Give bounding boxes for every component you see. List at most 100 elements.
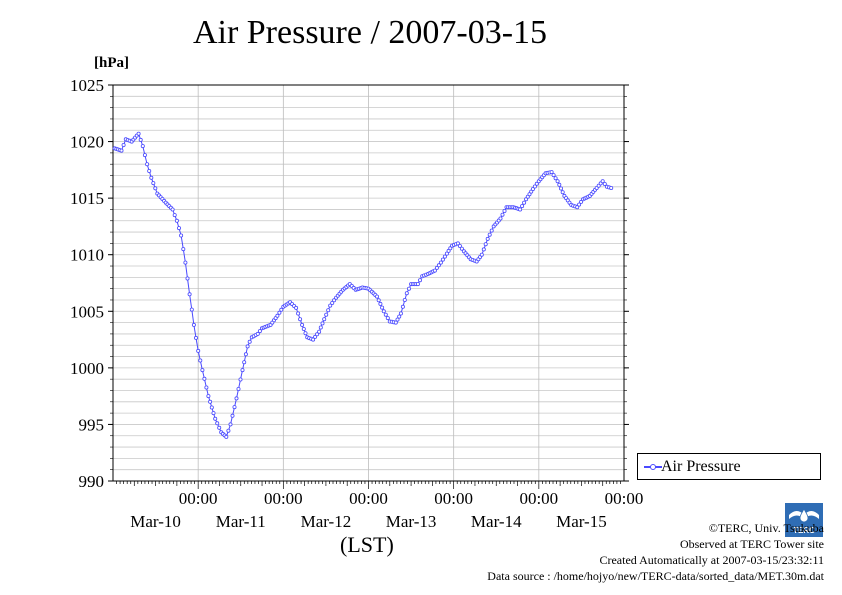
data-point (213, 416, 218, 421)
chart-legend: Air Pressure (637, 453, 821, 480)
data-point (224, 434, 229, 439)
data-point (315, 332, 320, 337)
data-point (326, 308, 331, 313)
data-point (455, 241, 460, 246)
data-point (257, 329, 262, 334)
data-point (398, 311, 403, 316)
data-point (320, 321, 325, 326)
data-point (196, 348, 201, 353)
x-tick-date-label: Mar-10 (130, 512, 181, 531)
data-point (275, 313, 280, 318)
data-point (553, 176, 558, 181)
data-point (301, 326, 306, 331)
y-tick-label: 1000 (70, 359, 104, 378)
data-point (500, 212, 505, 217)
data-point (119, 148, 124, 153)
data-point (145, 162, 150, 167)
x-tick-time-label: 00:00 (349, 489, 388, 508)
data-point (324, 312, 329, 317)
data-point (502, 208, 507, 213)
data-point (575, 205, 580, 210)
data-point (138, 137, 143, 142)
x-tick-date-label: Mar-14 (471, 512, 522, 531)
data-point (559, 186, 564, 191)
data-point (228, 422, 233, 427)
data-point (193, 335, 198, 340)
data-point (279, 307, 284, 312)
data-point (294, 305, 299, 310)
data-point (498, 216, 503, 221)
data-point (172, 213, 177, 218)
data-point (397, 314, 402, 319)
data-point (215, 421, 220, 426)
x-tick-date-label: Mar-13 (386, 512, 437, 531)
x-axis-label: (LST) (340, 532, 394, 557)
y-tick-label: 1010 (70, 246, 104, 265)
data-point (153, 186, 158, 191)
data-point (174, 218, 179, 223)
data-point (209, 405, 214, 410)
data-point (298, 317, 303, 322)
data-point (147, 168, 152, 173)
data-point (330, 300, 335, 305)
y-tick-label: 1005 (70, 302, 104, 321)
data-point (485, 236, 490, 241)
data-point (176, 226, 181, 231)
series-line-air-pressure (114, 132, 612, 438)
created-text: Created Automatically at 2007-03-15/23:3… (599, 553, 824, 567)
data-point (200, 368, 205, 373)
data-point (402, 297, 407, 302)
legend-marker-swatch (650, 464, 656, 470)
data-point (317, 329, 322, 334)
data-point (459, 246, 464, 251)
terc-logo: TERC (785, 503, 823, 537)
data-point (560, 190, 565, 195)
data-point (530, 187, 535, 192)
data-point (198, 358, 203, 363)
data-point (442, 254, 447, 259)
x-tick-time-label: 00:00 (264, 489, 303, 508)
data-point (434, 265, 439, 270)
data-point (183, 260, 188, 265)
data-point (376, 298, 381, 303)
data-point (187, 292, 192, 297)
data-point (557, 182, 562, 187)
data-point (121, 142, 126, 147)
data-point (415, 282, 420, 287)
data-point (142, 153, 147, 158)
data-point (483, 242, 488, 247)
data-point (179, 233, 184, 238)
data-point (518, 207, 523, 212)
x-tick-date-label: Mar-11 (216, 512, 266, 531)
data-point (211, 411, 216, 416)
data-point (577, 202, 582, 207)
data-point (202, 376, 207, 381)
copyright-text: ©TERC, Univ. Tsukuba (708, 521, 824, 535)
svg-text:TERC: TERC (793, 526, 815, 535)
data-point (532, 184, 537, 189)
data-point (457, 243, 462, 248)
data-point (277, 310, 282, 315)
data-point (600, 179, 605, 184)
observed-text: Observed at TERC Tower site (679, 537, 824, 551)
y-tick-label: 990 (79, 472, 105, 491)
data-point (149, 175, 154, 180)
data-point (238, 377, 243, 382)
data-point (313, 334, 318, 339)
y-tick-label: 995 (79, 415, 105, 434)
data-point (236, 386, 241, 391)
data-point (300, 322, 305, 327)
data-point (555, 179, 560, 184)
data-point (189, 307, 194, 312)
data-point (247, 339, 252, 344)
data-point (226, 428, 231, 433)
data-point (380, 305, 385, 310)
data-point (332, 298, 337, 303)
data-point (255, 331, 260, 336)
data-point (393, 320, 398, 325)
data-point (311, 337, 316, 342)
data-point (440, 257, 445, 262)
data-point (404, 291, 409, 296)
data-point (296, 311, 301, 316)
